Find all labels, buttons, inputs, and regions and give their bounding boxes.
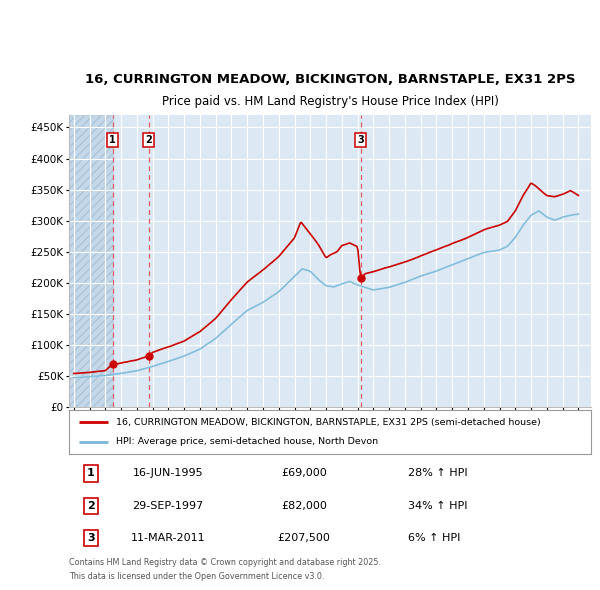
Text: Contains HM Land Registry data © Crown copyright and database right 2025.: Contains HM Land Registry data © Crown c… <box>69 558 381 566</box>
Text: 6% ↑ HPI: 6% ↑ HPI <box>409 533 461 543</box>
Text: 16-JUN-1995: 16-JUN-1995 <box>133 468 203 478</box>
Text: 29-SEP-1997: 29-SEP-1997 <box>133 501 204 511</box>
Text: 2: 2 <box>87 501 95 511</box>
Text: Price paid vs. HM Land Registry's House Price Index (HPI): Price paid vs. HM Land Registry's House … <box>161 96 499 109</box>
Text: £82,000: £82,000 <box>281 501 327 511</box>
Bar <box>69 115 113 407</box>
Text: £207,500: £207,500 <box>277 533 331 543</box>
Text: 3: 3 <box>87 533 95 543</box>
Text: 16, CURRINGTON MEADOW, BICKINGTON, BARNSTAPLE, EX31 2PS (semi-detached house): 16, CURRINGTON MEADOW, BICKINGTON, BARNS… <box>116 418 541 427</box>
Text: 1: 1 <box>109 135 116 145</box>
Text: 2: 2 <box>145 135 152 145</box>
Text: 3: 3 <box>357 135 364 145</box>
Text: 16, CURRINGTON MEADOW, BICKINGTON, BARNSTAPLE, EX31 2PS: 16, CURRINGTON MEADOW, BICKINGTON, BARNS… <box>85 73 575 86</box>
Text: 28% ↑ HPI: 28% ↑ HPI <box>409 468 468 478</box>
Text: 34% ↑ HPI: 34% ↑ HPI <box>409 501 468 511</box>
Text: 11-MAR-2011: 11-MAR-2011 <box>131 533 205 543</box>
Text: HPI: Average price, semi-detached house, North Devon: HPI: Average price, semi-detached house,… <box>116 437 378 447</box>
Text: £69,000: £69,000 <box>281 468 327 478</box>
Text: 1: 1 <box>87 468 95 478</box>
Text: This data is licensed under the Open Government Licence v3.0.: This data is licensed under the Open Gov… <box>69 572 325 581</box>
